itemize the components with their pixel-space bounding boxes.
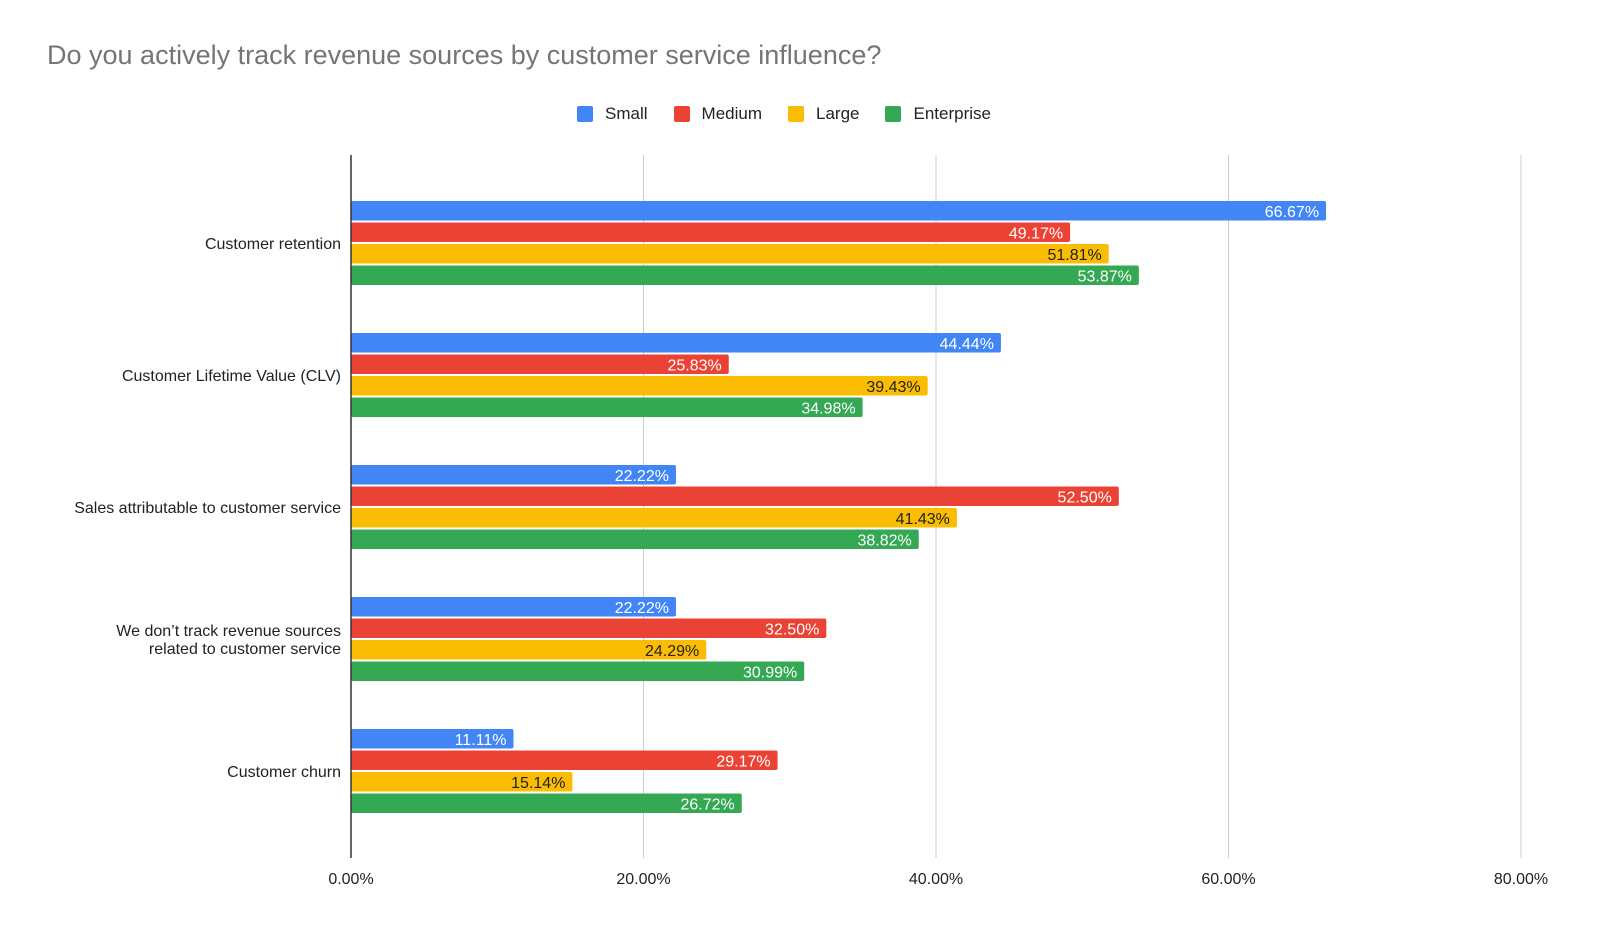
bar-large[interactable]: [351, 376, 928, 396]
data-label-small: 22.22%: [615, 600, 669, 617]
bar-large[interactable]: [351, 772, 573, 792]
bar-enterprise[interactable]: [351, 793, 742, 814]
data-label-small: 44.44%: [940, 336, 994, 353]
bar-enterprise[interactable]: [351, 265, 1139, 286]
category-label: Customer churn: [227, 764, 341, 781]
legend-label-enterprise: Enterprise: [913, 104, 991, 123]
data-label-small: 22.22%: [615, 468, 669, 485]
bar-enterprise[interactable]: [351, 661, 805, 682]
data-label-small: 66.67%: [1265, 204, 1319, 221]
legend-swatch-small: [577, 106, 594, 122]
bar-small[interactable]: [351, 201, 1327, 221]
legend-swatch-large: [788, 106, 804, 122]
x-tick-label: 20.00%: [616, 871, 670, 888]
x-tick-label: 0.00%: [328, 871, 373, 888]
bar-medium[interactable]: [351, 750, 778, 771]
data-label-large: 41.43%: [896, 511, 950, 528]
x-tick-label: 60.00%: [1201, 871, 1255, 888]
bar-small[interactable]: [351, 597, 676, 617]
data-label-enterprise: 53.87%: [1078, 268, 1132, 285]
category-label: related to customer service: [149, 641, 341, 658]
data-label-enterprise: 38.82%: [857, 532, 911, 549]
category-label: We don’t track revenue sources: [116, 623, 341, 640]
data-label-small: 11.11%: [455, 732, 507, 749]
bar-small[interactable]: [351, 465, 676, 485]
bar-medium[interactable]: [351, 354, 729, 375]
bar-small[interactable]: [351, 333, 1001, 353]
bar-large[interactable]: [351, 640, 707, 660]
legend-label-small: Small: [605, 104, 648, 123]
data-label-large: 39.43%: [866, 379, 920, 396]
data-label-large: 51.81%: [1047, 247, 1101, 264]
legend-swatch-medium: [673, 106, 690, 122]
data-label-enterprise: 26.72%: [681, 796, 735, 813]
bar-enterprise[interactable]: [351, 529, 919, 550]
bar-medium[interactable]: [351, 618, 827, 639]
legend-label-large: Large: [816, 104, 860, 123]
legend-item-enterprise[interactable]: Enterprise: [885, 104, 991, 124]
category-label: Customer retention: [205, 236, 341, 253]
bar-medium[interactable]: [351, 486, 1119, 507]
data-label-medium: 49.17%: [1009, 225, 1063, 242]
legend-label-medium: Medium: [701, 104, 762, 123]
legend-item-medium[interactable]: Medium: [673, 104, 762, 124]
data-label-medium: 25.83%: [667, 357, 721, 374]
chart-title: Do you actively track revenue sources by…: [47, 40, 882, 70]
legend-item-large[interactable]: Large: [788, 104, 859, 124]
x-tick-label: 80.00%: [1494, 871, 1548, 888]
category-label: Customer Lifetime Value (CLV): [122, 368, 341, 385]
data-label-enterprise: 30.99%: [743, 664, 797, 681]
bar-large[interactable]: [351, 508, 957, 528]
data-label-large: 24.29%: [645, 643, 699, 660]
data-label-medium: 32.50%: [765, 621, 819, 638]
bar-medium[interactable]: [351, 222, 1071, 243]
bar-small[interactable]: [351, 729, 514, 749]
legend-item-small[interactable]: Small: [577, 104, 648, 124]
data-label-enterprise: 34.98%: [801, 400, 855, 417]
bar-enterprise[interactable]: [351, 397, 863, 418]
data-label-large: 15.14%: [511, 775, 565, 792]
data-label-medium: 29.17%: [716, 753, 770, 770]
chart-legend: Small Medium Large Enterprise: [0, 104, 1568, 124]
legend-swatch-enterprise: [885, 106, 902, 122]
x-tick-label: 40.00%: [909, 871, 963, 888]
data-label-medium: 52.50%: [1058, 489, 1112, 506]
bar-large[interactable]: [351, 244, 1109, 264]
category-label: Sales attributable to customer service: [74, 500, 341, 517]
